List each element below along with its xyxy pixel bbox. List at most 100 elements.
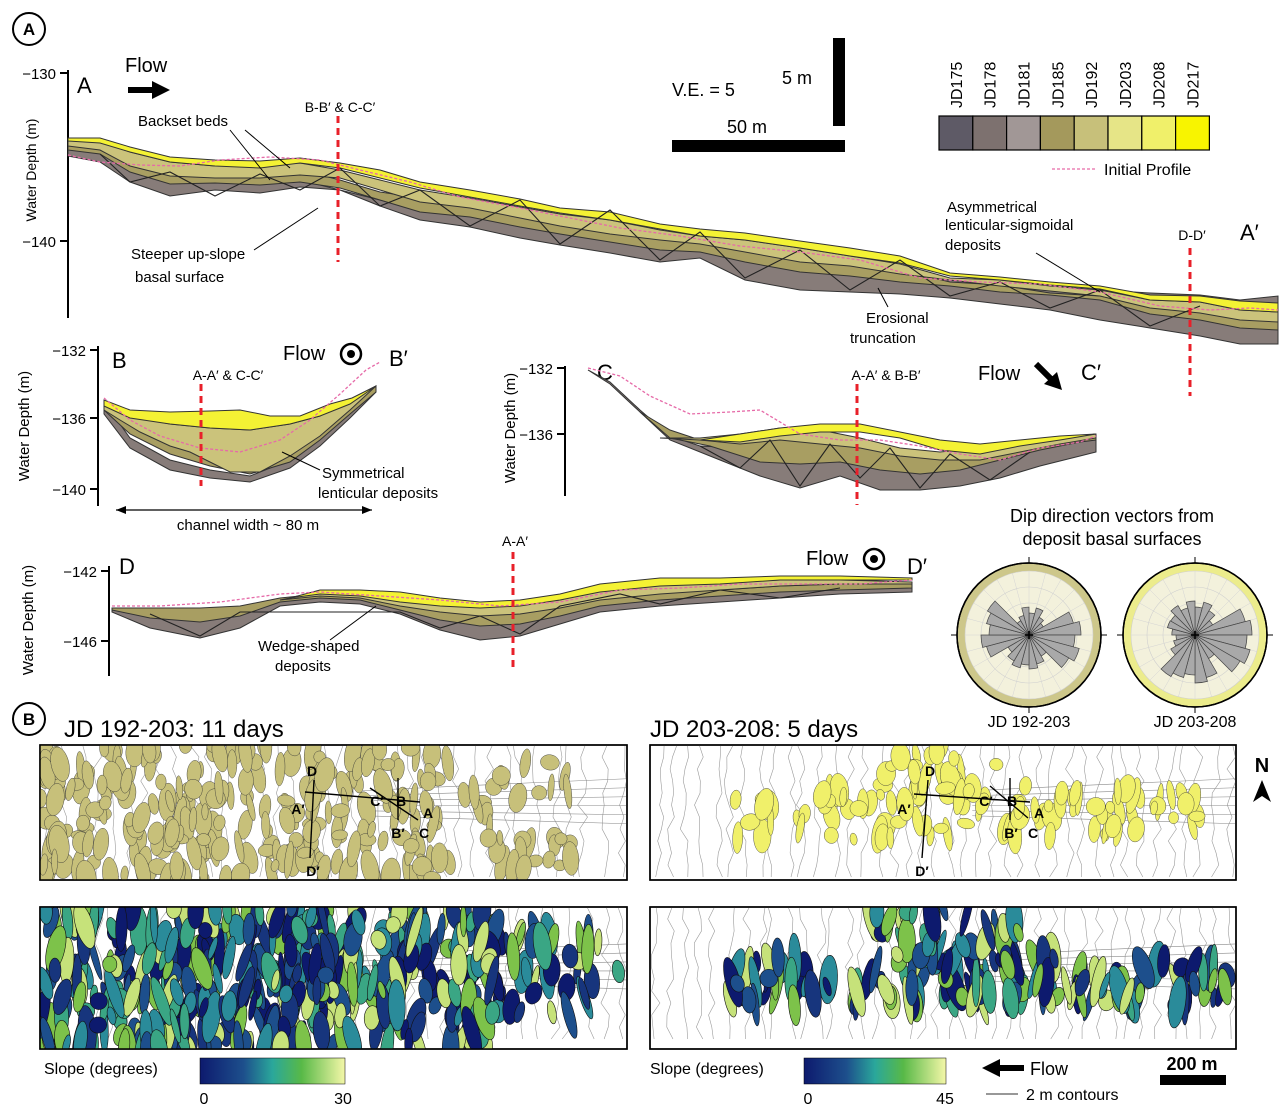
section-b: −132 −136 −140 Water Depth (m) B B′ Flow… bbox=[16, 342, 438, 534]
section-a-steeper-leader bbox=[253, 207, 319, 251]
map-right-point-c: C bbox=[1028, 825, 1038, 841]
panel-a-label: A bbox=[12, 12, 46, 46]
epoch-label-jd185: JD185 bbox=[1050, 62, 1067, 108]
section-b-end-label: B′ bbox=[389, 346, 408, 371]
section-c-ytick-132: −132 bbox=[519, 361, 553, 378]
section-a-erosional-leader bbox=[877, 287, 889, 308]
section-c-flow-arrow-icon bbox=[1033, 361, 1062, 390]
section-a-flow-arrow-icon bbox=[128, 81, 170, 99]
contours-label: 2 m contours bbox=[1026, 1087, 1118, 1104]
epoch-label-jd203: JD203 bbox=[1118, 62, 1135, 108]
section-a-start-label: A bbox=[77, 73, 92, 98]
section-a-annotation-backset: Backset beds bbox=[138, 113, 228, 130]
north-label: N bbox=[1255, 755, 1269, 777]
swatch-jd175 bbox=[938, 115, 974, 151]
map-scale-bar-label: 200 m bbox=[1166, 1054, 1217, 1074]
left-slope-min: 0 bbox=[200, 1091, 209, 1108]
right-slope-min: 0 bbox=[804, 1091, 813, 1108]
rose-diagrams: Dip direction vectors from deposit basal… bbox=[951, 506, 1273, 731]
section-d-inner-surface bbox=[149, 587, 841, 637]
map-right-slope-content bbox=[651, 907, 1236, 1040]
section-a-ytick-140: −140 bbox=[22, 234, 56, 251]
horizontal-scale-bar bbox=[672, 140, 845, 152]
section-b-ytick-140: −140 bbox=[52, 482, 86, 499]
rose-diagram-jd192-203 bbox=[951, 557, 1107, 713]
map-right-point-b-prime: B′ bbox=[1004, 825, 1018, 841]
section-c-ylabel: Water Depth (m) bbox=[502, 373, 519, 483]
section-c: −132 −136 Water Depth (m) C C′ Flow A-A′… bbox=[502, 360, 1101, 505]
section-a-crossing-label-2: D-D′ bbox=[1178, 227, 1206, 243]
rose-label-1: JD 192-203 bbox=[988, 714, 1071, 731]
rose-title-2: deposit basal surfaces bbox=[1022, 529, 1201, 549]
section-a-deposit-latest bbox=[67, 137, 1279, 313]
map-left-point-d-prime: D′ bbox=[306, 863, 320, 879]
section-a-inner-surface bbox=[99, 153, 1201, 327]
section-d-annotation-1: Wedge-shaped bbox=[258, 638, 359, 655]
section-c-end-label: C′ bbox=[1081, 360, 1101, 385]
map-left-section-lines: D D′ A′ A C′ B B′ C bbox=[291, 763, 433, 879]
section-a-ylabel: Water Depth (m) bbox=[23, 119, 39, 222]
left-slope-max: 30 bbox=[334, 1091, 352, 1108]
swatch-jd203 bbox=[1107, 115, 1143, 151]
section-b-crossing-label: A-A′ & C-C′ bbox=[193, 367, 264, 383]
section-b-ytick-136: −136 bbox=[52, 411, 86, 428]
left-slope-label: Slope (degrees) bbox=[44, 1061, 158, 1078]
section-d-flow-label: Flow bbox=[806, 548, 849, 570]
section-b-annotation-1: Symmetrical bbox=[322, 465, 405, 482]
section-c-initial-profile bbox=[587, 367, 1097, 461]
section-a-annotation-steeper-2: basal surface bbox=[135, 269, 224, 286]
section-a-crossing-label: B-B′ & C-C′ bbox=[305, 99, 376, 115]
section-a-annotation-erosional-2: truncation bbox=[850, 330, 916, 347]
epoch-swatches bbox=[938, 115, 1210, 151]
section-d-ytick-142: −142 bbox=[63, 564, 97, 581]
rose-diagram-jd203-208 bbox=[1117, 557, 1273, 713]
north-arrow-icon: N bbox=[1253, 755, 1271, 802]
section-a-asym-leader bbox=[1035, 252, 1101, 293]
map-left-slope-content bbox=[40, 907, 627, 1049]
section-b-ytick-132: −132 bbox=[52, 343, 86, 360]
swatch-jd185 bbox=[1039, 115, 1075, 151]
section-c-inner-surface bbox=[699, 439, 1031, 489]
swatch-jd208 bbox=[1141, 115, 1177, 151]
map-flow-label: Flow bbox=[1030, 1059, 1069, 1079]
section-d: −142 −146 Water Depth (m) D D′ Flow A-A′… bbox=[20, 533, 927, 676]
section-b-initial-profile bbox=[103, 361, 381, 453]
right-slope-label: Slope (degrees) bbox=[650, 1061, 764, 1078]
rose-title-1: Dip direction vectors from bbox=[1010, 506, 1214, 526]
section-b-start-label: B bbox=[112, 348, 127, 373]
section-d-ytick-146: −146 bbox=[63, 634, 97, 651]
section-d-ylabel: Water Depth (m) bbox=[20, 565, 37, 675]
section-d-initial-profile bbox=[112, 579, 913, 607]
vertical-scale-label: 5 m bbox=[782, 68, 812, 88]
section-b-width-arrow-icon bbox=[116, 506, 372, 514]
map-flow-arrow-icon bbox=[982, 1059, 1024, 1077]
section-a-annotation-steeper-1: Steeper up-slope bbox=[131, 246, 245, 263]
section-d-annotation-leader bbox=[329, 605, 377, 641]
map-right-point-c-prime: C′ bbox=[979, 793, 993, 809]
map-right-point-d: D bbox=[925, 763, 935, 779]
map-left-point-d: D bbox=[307, 763, 317, 779]
epoch-label-jd192: JD192 bbox=[1084, 62, 1101, 108]
section-d-deposit-latest bbox=[289, 575, 913, 609]
epoch-labels: JD175 JD178 JD181 JD185 JD192 JD203 JD208 JD217 bbox=[949, 62, 1203, 108]
panel-b-label-text: B bbox=[23, 710, 35, 729]
map-left-point-c: C bbox=[419, 825, 429, 841]
section-b-annotation-leader bbox=[281, 451, 321, 471]
map-left-point-b: B bbox=[396, 793, 406, 809]
section-d-start-label: D bbox=[119, 554, 135, 579]
panel-b-label: B bbox=[12, 702, 46, 736]
map-flow-legend: Flow 2 m contours 200 m bbox=[982, 1054, 1226, 1104]
swatch-jd178 bbox=[972, 115, 1008, 151]
section-d-end-label: D′ bbox=[907, 554, 927, 579]
section-c-flow-label: Flow bbox=[978, 363, 1021, 385]
scale-block: V.E. = 5 5 m 50 m bbox=[672, 38, 845, 152]
section-a: −130 −140 Water Depth (m) A A′ Flow B-B′… bbox=[22, 55, 1279, 396]
swatch-jd181 bbox=[1005, 115, 1041, 151]
epoch-legend: JD175 JD178 JD181 JD185 JD192 JD203 JD208 JD217… bbox=[938, 62, 1210, 179]
section-a-flow-label: Flow bbox=[125, 55, 168, 77]
map-left-point-b-prime: B′ bbox=[391, 825, 405, 841]
map-scale-bar bbox=[1160, 1075, 1226, 1085]
epoch-label-jd178: JD178 bbox=[983, 62, 1000, 108]
initial-profile-label: Initial Profile bbox=[1104, 162, 1191, 179]
section-d-crossing-label: A-A′ bbox=[502, 533, 528, 549]
